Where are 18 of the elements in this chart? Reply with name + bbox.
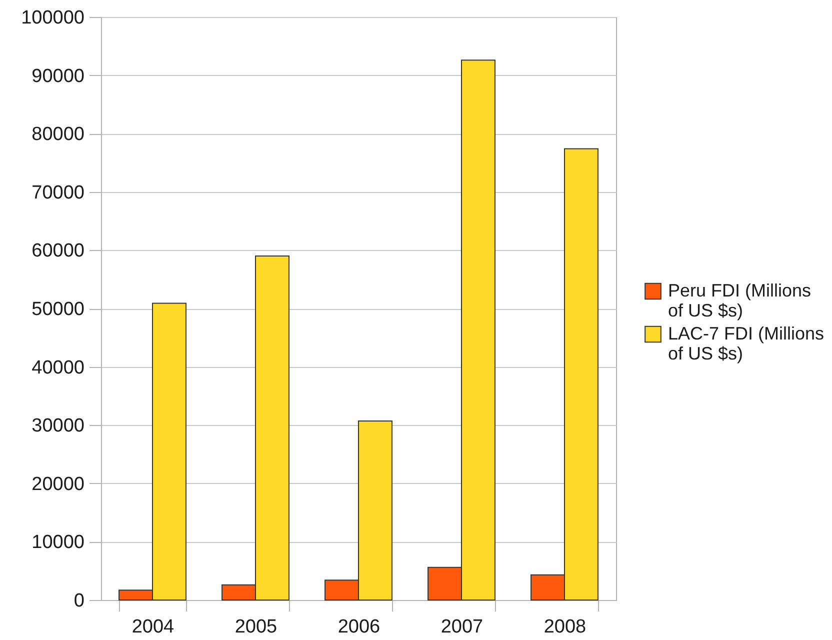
y-tick-label: 30000 bbox=[32, 416, 84, 437]
legend-label: LAC-7 FDI (Millions of US $s) bbox=[668, 323, 824, 364]
x-tick-label: 2005 bbox=[234, 616, 278, 638]
x-tick-label: 2006 bbox=[338, 616, 380, 638]
y-tick-label: 70000 bbox=[32, 182, 84, 204]
y-tick-label: 90000 bbox=[32, 66, 84, 87]
y-tick-label: 40000 bbox=[32, 357, 84, 378]
legend-label: Peru FDI (Millions of US $s) bbox=[668, 280, 812, 320]
x-tick-label: 2004 bbox=[132, 616, 175, 638]
y-tick-label: 50000 bbox=[32, 299, 84, 320]
y-tick-label: 0 bbox=[74, 590, 84, 612]
y-tick-label: 100000 bbox=[21, 8, 84, 28]
y-tick-label: 20000 bbox=[32, 474, 84, 495]
y-tick-label: 10000 bbox=[32, 532, 84, 554]
x-tick-label: 2007 bbox=[440, 616, 484, 638]
y-tick-label: 60000 bbox=[32, 240, 84, 262]
y-tick-label: 80000 bbox=[32, 124, 84, 146]
x-tick-label: 2008 bbox=[544, 616, 586, 638]
